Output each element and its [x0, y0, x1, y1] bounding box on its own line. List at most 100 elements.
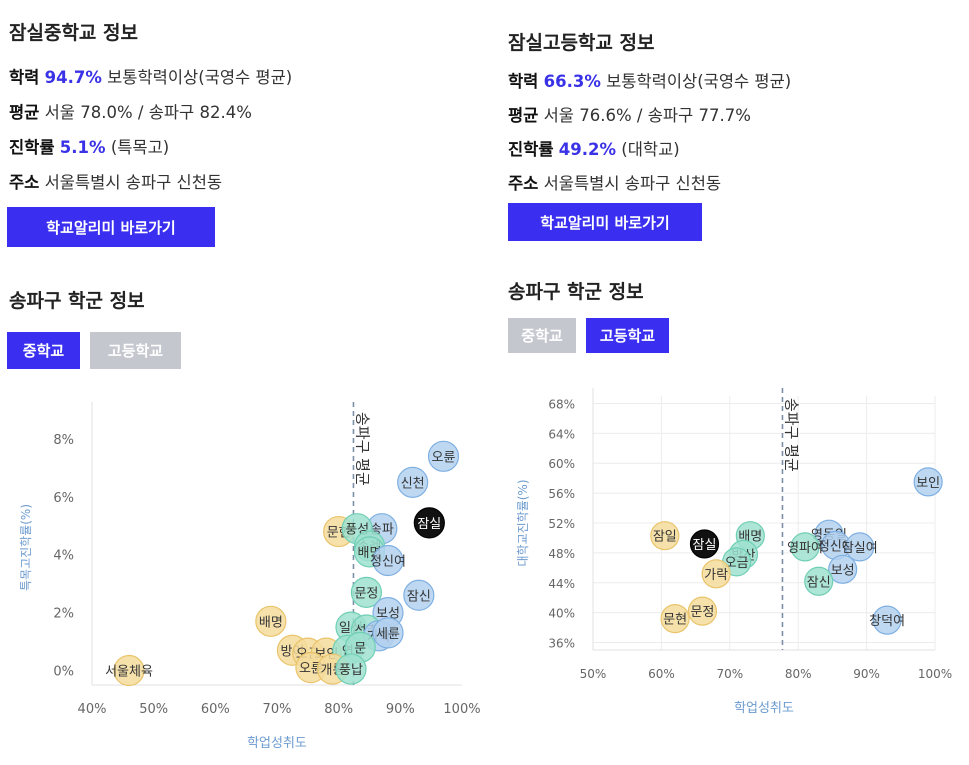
- data-point-label: 배명: [259, 615, 283, 630]
- plot-area: [91, 402, 462, 686]
- data-point-marker: [372, 617, 404, 649]
- advancement-value: 49.2%: [558, 140, 617, 159]
- data-point-label: 잠신: [807, 575, 831, 590]
- average-text: 서울 76.6% / 송파구 77.7%: [543, 106, 751, 125]
- y-axis-label: 특목고진학률(%): [19, 504, 33, 591]
- x-axis-label: 학업성취도: [734, 701, 794, 716]
- data-point: 세륜: [372, 617, 404, 649]
- data-point: 보성: [828, 554, 858, 584]
- data-point: 잠실: [689, 529, 720, 559]
- data-point-marker: [403, 579, 435, 611]
- x-tick-label: 50%: [139, 702, 168, 717]
- average-reference-label: 송파구 평균: [782, 398, 800, 472]
- data-point-label: 보인: [916, 476, 940, 491]
- data-point-label: 오금: [725, 556, 749, 571]
- y-tick-label: 6%: [53, 491, 74, 506]
- y-tick-label: 60%: [548, 457, 575, 471]
- achievement-value: 66.3%: [543, 72, 601, 91]
- x-tick-label: 100%: [918, 667, 952, 681]
- achievement-label: 학력: [9, 68, 40, 87]
- data-point-marker: [790, 532, 820, 562]
- school-info-link-button[interactable]: 학교알리미 바로가기: [508, 203, 702, 241]
- data-point-label: 잠신: [407, 589, 431, 604]
- data-point-label: 세륜: [376, 627, 400, 642]
- tab-middle-school[interactable]: 중학교: [508, 318, 576, 353]
- data-point: 정신여: [370, 544, 406, 577]
- x-tick-label: 60%: [201, 702, 230, 717]
- x-tick-label: 80%: [324, 702, 353, 717]
- y-tick-label: 40%: [548, 607, 575, 621]
- data-point-marker: [828, 554, 858, 584]
- average-line: 평균 서울 78.0% / 송파구 82.4%: [9, 99, 252, 123]
- data-point: 잠일: [650, 521, 680, 551]
- x-tick-label: 80%: [785, 667, 812, 681]
- x-tick-label: 70%: [716, 667, 743, 681]
- advancement-suffix: (특목고): [110, 138, 170, 157]
- data-point: 창덕여: [869, 605, 905, 635]
- data-point-marker: [427, 440, 460, 472]
- advancement-label: 진학률: [9, 138, 55, 157]
- data-point-label: 문정: [690, 605, 714, 620]
- data-point-label: 문정: [354, 586, 378, 601]
- data-point: 문현: [660, 604, 690, 634]
- data-point-marker: [913, 467, 943, 497]
- school-title: 잠실중학교 정보: [9, 22, 138, 44]
- achievement-suffix: 보통학력이상(국영수 평균): [107, 68, 293, 87]
- data-point-marker: [845, 532, 875, 562]
- plot-area: [592, 388, 936, 651]
- y-tick-label: 44%: [548, 577, 575, 591]
- data-point: 풍납: [335, 653, 367, 685]
- x-tick-label: 100%: [443, 702, 480, 717]
- tab-high-school[interactable]: 고등학교: [586, 318, 669, 353]
- y-tick-label: 52%: [548, 517, 575, 531]
- data-point-label: 잠실여: [842, 541, 878, 556]
- y-tick-label: 48%: [548, 547, 575, 561]
- data-point: 문정: [687, 596, 718, 626]
- data-point: 잠실여: [842, 532, 878, 562]
- data-point-label: 잠실: [693, 538, 717, 553]
- data-point-label: 보성: [831, 563, 855, 578]
- data-point-marker: [687, 596, 718, 626]
- x-tick-label: 90%: [386, 702, 415, 717]
- advancement-value: 5.1%: [59, 138, 106, 157]
- data-point-marker: [113, 654, 145, 687]
- data-point: 오륜: [427, 440, 460, 472]
- data-point-marker: [660, 604, 690, 634]
- high-school-scatter-chart: 36% 40% 44% 48% 52% 56% 60% 64% 68% 50% 60% 70% 80% 9…: [516, 388, 952, 716]
- x-tick-label: 50%: [580, 667, 607, 681]
- data-point-marker: [701, 559, 731, 589]
- data-point: 영파여: [787, 532, 823, 562]
- data-point-label: 신천: [401, 476, 425, 491]
- data-point: 가락: [701, 559, 731, 589]
- data-point-marker: [804, 566, 834, 596]
- data-point: 잠신: [403, 579, 435, 611]
- address-text: 서울특별시 송파구 신천동: [44, 173, 223, 192]
- data-point-label: 보성: [376, 607, 400, 622]
- section-title: 송파구 학군 정보: [9, 290, 145, 312]
- advancement-suffix: (대학교): [621, 140, 680, 159]
- tab-middle-school[interactable]: 중학교: [7, 332, 80, 369]
- y-tick-label: 36%: [548, 637, 575, 651]
- advancement-line: 진학률 5.1% (특목고): [9, 134, 169, 158]
- y-tick-label: 64%: [548, 427, 575, 441]
- x-tick-label: 90%: [853, 667, 880, 681]
- achievement-value: 94.7%: [44, 68, 102, 87]
- data-point-marker: [650, 521, 680, 551]
- average-label: 평균: [9, 103, 40, 122]
- address-label: 주소: [9, 173, 40, 192]
- school-info-link-button[interactable]: 학교알리미 바로가기: [7, 207, 215, 247]
- achievement-line: 학력 94.7% 보통학력이상(국영수 평균): [9, 64, 292, 88]
- data-point-label: 문현: [663, 613, 687, 628]
- tab-high-school[interactable]: 고등학교: [90, 332, 181, 369]
- data-point-marker: [872, 605, 902, 635]
- data-point-label: 문: [354, 641, 366, 656]
- y-tick-label: 4%: [53, 549, 74, 564]
- average-label: 평균: [508, 106, 539, 125]
- y-tick-label: 68%: [548, 397, 575, 411]
- section-title: 송파구 학군 정보: [508, 281, 644, 303]
- average-line: 평균 서울 76.6% / 송파구 77.7%: [508, 102, 751, 126]
- achievement-line: 학력 66.3% 보통학력이상(국영수 평균): [508, 68, 791, 92]
- address-line: 주소 서울특별시 송파구 신천동: [9, 169, 222, 193]
- data-point-marker: [350, 576, 383, 608]
- x-axis-label: 학업성취도: [247, 736, 307, 751]
